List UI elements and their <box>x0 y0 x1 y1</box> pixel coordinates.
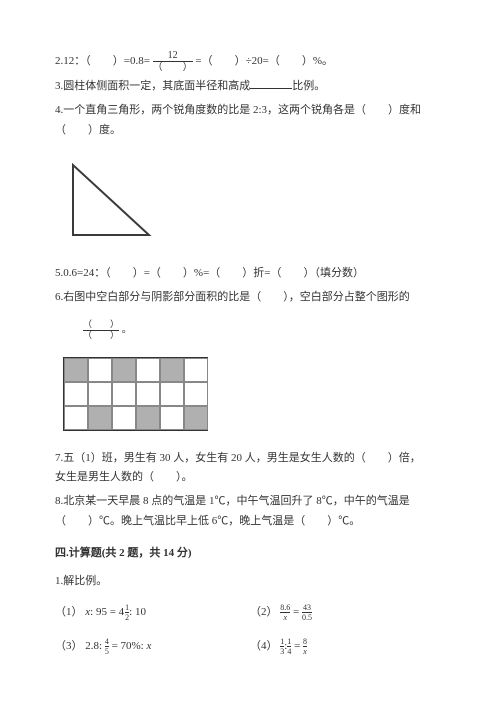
eq2-rden: 0.5 <box>302 612 312 622</box>
checker-cell <box>184 358 208 382</box>
eq2-lnum: 8.6 <box>280 604 290 612</box>
eq4-eq: = <box>291 640 303 652</box>
eq4-cden: x <box>303 646 307 656</box>
checker-cell <box>136 406 160 430</box>
q7-line1: 7.五（1）班，男生有 30 人，女生有 20 人，男生是女生人数的（ ）倍， <box>55 449 445 469</box>
eq4-cfrac: 8x <box>303 638 307 656</box>
q2-prefix: 2.12：（ ）=0.8= <box>55 55 150 67</box>
question-3: 3.圆柱体侧面积一定，其底面半径和高成 比例。 <box>55 77 445 97</box>
checker-cell <box>88 358 112 382</box>
checker-cell <box>136 358 160 382</box>
eq2-rfrac: 430.5 <box>302 604 312 622</box>
eq4-label: （4） <box>250 640 278 652</box>
checker-cell <box>160 406 184 430</box>
question-4: 4.一个直角三角形，两个锐角度数的比是 2:3，这两个锐角各是（ ）度和 （ ）… <box>55 101 445 141</box>
checker-cell <box>64 406 88 430</box>
checker-cell <box>64 358 88 382</box>
eq2-lden: x <box>280 612 290 622</box>
equation-1: （1） x: 95 = 412: 10 <box>55 603 250 623</box>
q6-frac-den: （ ） <box>83 330 119 341</box>
eq1-whole: 4 <box>119 603 125 623</box>
checker-cell <box>112 406 136 430</box>
triangle-shape <box>73 165 149 235</box>
eq2-rnum: 43 <box>302 604 312 612</box>
q4-line2: （ ）度。 <box>55 121 445 141</box>
checker-cell <box>136 382 160 406</box>
eq1-label: （1） <box>55 606 83 618</box>
question-8: 8.北京某一天早晨 8 点的气温是 1℃，中午气温回升了 8℃，中午的气温是 （… <box>55 492 445 532</box>
q6-fraction-box: （ ） （ ） 。 <box>55 312 445 349</box>
q3-text-b: 比例。 <box>292 80 325 92</box>
equation-row-1: （1） x: 95 = 412: 10 （2） 8.6x = 430.5 <box>55 603 445 623</box>
eq2-lfrac: 8.6x <box>280 604 290 622</box>
checker-cell <box>112 358 136 382</box>
q8-line2: （ ）℃。晚上气温比早上低 6℃，晚上气温是（ ）℃。 <box>55 512 445 532</box>
q2-frac-num: 12 <box>153 50 193 61</box>
question-2: 2.12：（ ）=0.8= 12 （ ） =（ ）÷20=（ ）%。 <box>55 50 445 73</box>
question-5: 5.0.6=24：（ ）=（ ）%=（ ）折=（ ）（填分数） <box>55 264 445 284</box>
checker-cell <box>64 382 88 406</box>
checker-cell <box>88 382 112 406</box>
q3-blank <box>250 77 292 89</box>
eq2-eq: = <box>290 606 302 618</box>
q3-text-a: 3.圆柱体侧面积一定，其底面半径和高成 <box>55 80 250 92</box>
q8-line1: 8.北京某一天早晨 8 点的气温是 1℃，中午气温回升了 8℃，中午的气温是 <box>55 492 445 512</box>
problem-1-title: 1.解比例。 <box>55 572 445 592</box>
checker-cell <box>112 382 136 406</box>
eq1-text-a: : 95 = <box>90 606 119 618</box>
question-6: 6.右图中空白部分与阴影部分面积的比是（ ），空白部分占整个图形的 <box>55 288 445 308</box>
eq3-label: （3） <box>55 640 83 652</box>
checker-cell <box>160 358 184 382</box>
right-triangle-icon <box>65 159 157 241</box>
eq2-label: （2） <box>250 606 278 618</box>
eq3-text-a: 2.8: <box>85 640 105 652</box>
checker-cell <box>88 406 112 430</box>
question-7: 7.五（1）班，男生有 30 人，女生有 20 人，男生是女生人数的（ ）倍， … <box>55 449 445 489</box>
equation-3: （3） 2.8: 45 = 70%: x <box>55 637 250 657</box>
section-4-heading: 四.计算题(共 2 题，共 14 分) <box>55 544 445 564</box>
checker-cell <box>160 382 184 406</box>
q6-frac-num: （ ） <box>83 320 119 330</box>
q7-line2: 女生是男生人数的（ ）。 <box>55 468 445 488</box>
equation-2: （2） 8.6x = 430.5 <box>250 603 445 623</box>
eq1-text-b: : 10 <box>129 606 146 618</box>
eq1-mixed: 412 <box>119 603 130 623</box>
q6-suffix: 。 <box>122 324 132 335</box>
q2-fraction: 12 （ ） <box>153 50 193 73</box>
q2-frac-den: （ ） <box>153 61 193 73</box>
q2-mid: =（ ）÷20=（ ）%。 <box>195 55 333 67</box>
q4-line1: 4.一个直角三角形，两个锐角度数的比是 2:3，这两个锐角各是（ ）度和 <box>55 101 445 121</box>
eq3-var: x <box>147 640 152 652</box>
triangle-figure <box>55 144 445 264</box>
q6-fraction: （ ） （ ） <box>83 320 119 341</box>
q6-text: 6.右图中空白部分与阴影部分面积的比是（ ），空白部分占整个图形的 <box>55 291 410 303</box>
eq4-cnum: 8 <box>303 638 307 646</box>
checkerboard-grid <box>63 357 208 431</box>
eq3-mid: = 70%: <box>109 640 147 652</box>
q5-text: 5.0.6=24：（ ）=（ ）%=（ ）折=（ ）（填分数） <box>55 267 364 279</box>
equation-row-2: （3） 2.8: 45 = 70%: x （4） 13:14 = 8x <box>55 637 445 657</box>
checkerboard-figure <box>55 349 445 449</box>
checker-cell <box>184 406 208 430</box>
equation-4: （4） 13:14 = 8x <box>250 637 445 657</box>
checker-cell <box>184 382 208 406</box>
